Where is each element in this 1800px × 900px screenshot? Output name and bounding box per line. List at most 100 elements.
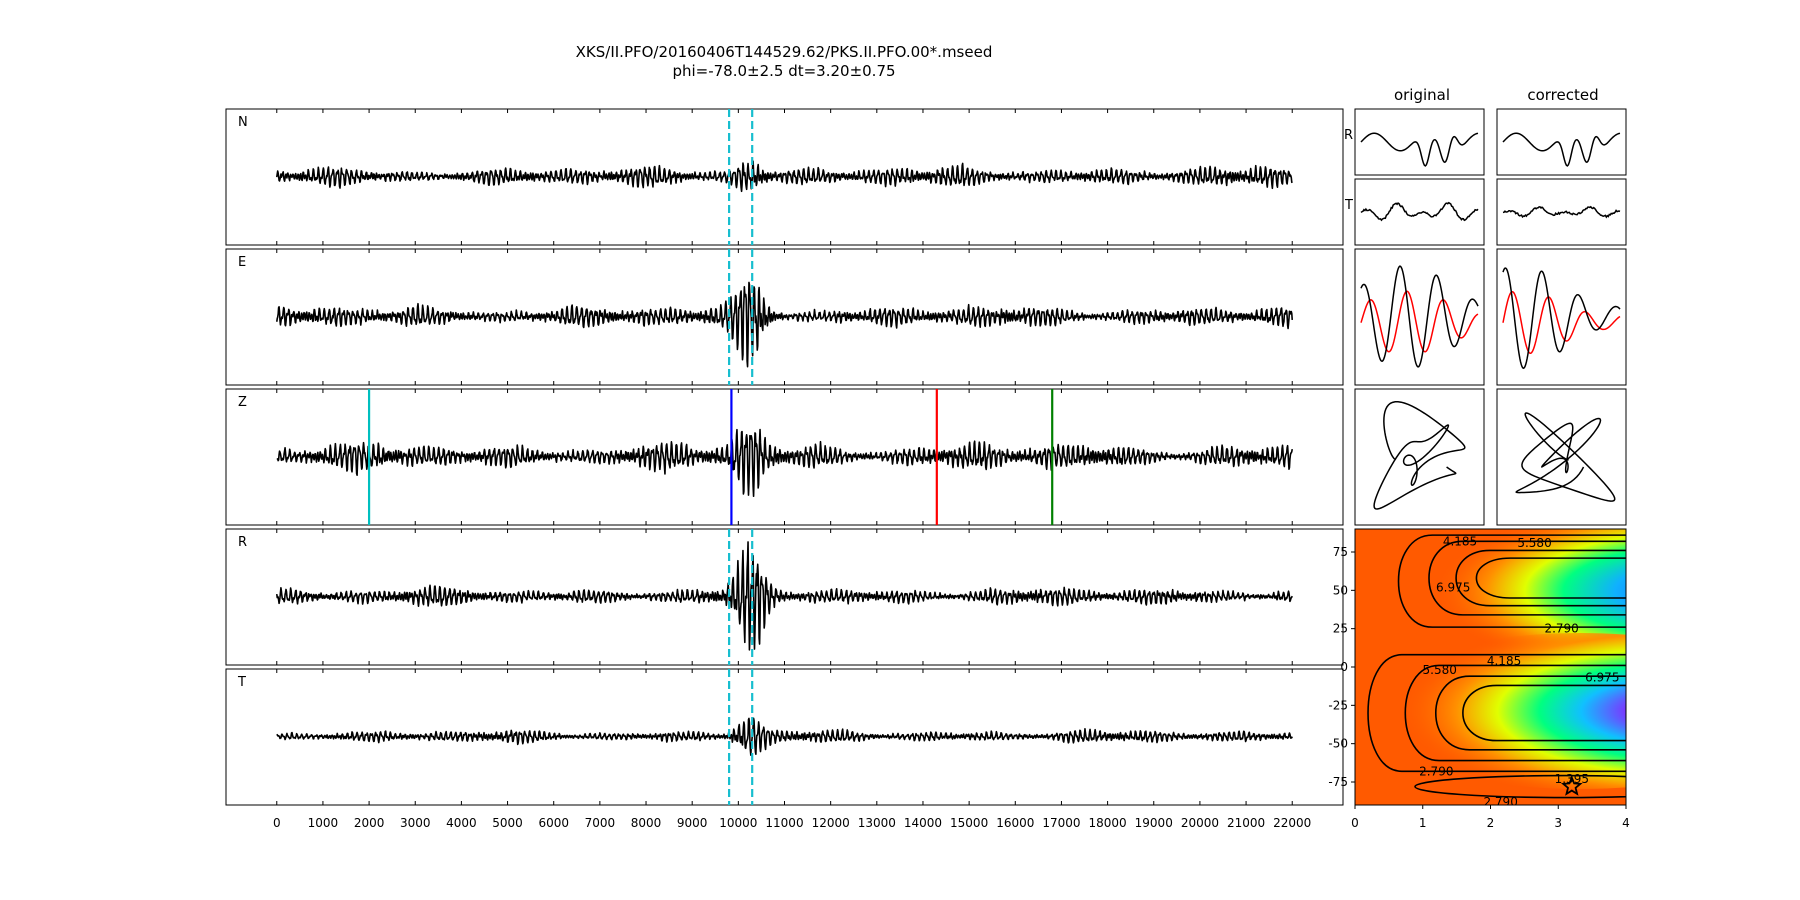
trace-panel-label: E xyxy=(238,255,246,270)
heatmap-x-tick-label: 2 xyxy=(1487,816,1495,830)
overlay-trace-black xyxy=(1502,267,1621,370)
contour-line xyxy=(1428,540,1626,616)
small-panel-frame xyxy=(1496,248,1627,386)
small-panel-frame xyxy=(1354,388,1485,526)
x-tick-label: 10000 xyxy=(719,816,757,830)
heatmap-y-tick-label: -50 xyxy=(1328,737,1348,751)
x-tick-label: 1000 xyxy=(308,816,339,830)
trace-panel-label: T xyxy=(237,675,246,690)
x-tick-label: 15000 xyxy=(950,816,988,830)
x-tick-label: 20000 xyxy=(1181,816,1219,830)
x-tick-label: 8000 xyxy=(631,816,662,830)
contour-line xyxy=(1397,534,1626,628)
particle-motion xyxy=(1515,412,1616,502)
contour-line xyxy=(1414,774,1626,799)
heatmap-x-tick-label: 1 xyxy=(1419,816,1427,830)
heatmap-y-tick-label: -75 xyxy=(1328,775,1348,789)
heatmap-contours: 4.185 5.580 6.975 2.790 4.185 5.580 6.975 2.790… xyxy=(1367,534,1626,809)
error-surface-panel: 4.185 5.580 6.975 2.790 4.185 5.580 6.975 2.790… xyxy=(1328,528,1630,830)
x-tick-label: 4000 xyxy=(446,816,477,830)
contour-label: 5.580 xyxy=(1423,663,1457,677)
x-tick-label: 18000 xyxy=(1089,816,1127,830)
small-panel-r-t-overlay-original xyxy=(1354,248,1485,386)
waveform-n xyxy=(275,160,1293,193)
trace-panel-t: T xyxy=(225,668,1344,806)
contour-line xyxy=(1475,557,1626,599)
contour-label: 2.790 xyxy=(1544,622,1578,636)
small-panel-particle-motion-original xyxy=(1354,388,1485,526)
waveform-z xyxy=(276,428,1294,498)
contour-line xyxy=(1455,549,1626,607)
small-panel-frame xyxy=(1354,178,1485,246)
contour-label: 2.790 xyxy=(1419,764,1453,778)
heatmap-y-tick-label: 50 xyxy=(1333,583,1348,597)
particle-window-panels: RT xyxy=(1344,108,1627,526)
x-tick-label: 0 xyxy=(273,816,281,830)
small-panel-t-original xyxy=(1354,178,1485,246)
x-tick-label: 2000 xyxy=(354,816,385,830)
heatmap-y-tick-label: 0 xyxy=(1340,660,1348,674)
small-panel-frame xyxy=(1496,108,1627,176)
row-label-r: R xyxy=(1344,128,1353,143)
overlay-trace-red xyxy=(1360,290,1479,353)
small-trace xyxy=(1502,132,1621,167)
x-tick-label: 17000 xyxy=(1042,816,1080,830)
x-tick-label: 11000 xyxy=(765,816,803,830)
trace-x-axis: 0 1000 2000 3000 4000 5000 6000 7000 8000 9000 100… xyxy=(273,816,1311,830)
small-panel-r-corrected xyxy=(1496,108,1627,176)
heatmap-x-tick-label: 4 xyxy=(1622,816,1630,830)
x-tick-label: 19000 xyxy=(1135,816,1173,830)
contour-label: 6.975 xyxy=(1585,671,1619,685)
heatmap-y-tick-label: 75 xyxy=(1333,545,1348,559)
contour-label: 2.790 xyxy=(1483,795,1517,809)
column-title-corrected: corrected xyxy=(1527,86,1598,104)
contour-line xyxy=(1404,664,1626,762)
x-tick-label: 6000 xyxy=(538,816,569,830)
heatmap-y-tick-label: 25 xyxy=(1333,622,1348,636)
small-panel-r-t-overlay-corrected xyxy=(1496,248,1627,386)
small-panel-frame xyxy=(1354,248,1485,386)
waveform-r xyxy=(275,541,1293,651)
heatmap-axes: 0 1 2 3 4 75 50 25 0 -25 -50 -75 xyxy=(1328,545,1629,830)
trace-panels: N E Z R T xyxy=(225,108,1344,806)
heatmap-x-tick-label: 3 xyxy=(1554,816,1562,830)
trace-panel-r: R xyxy=(225,528,1344,666)
contour-label: 6.975 xyxy=(1436,580,1470,594)
overlay-trace-black xyxy=(1360,265,1479,368)
waveform-t xyxy=(276,717,1293,756)
row-label-t: T xyxy=(1344,198,1353,213)
particle-motion xyxy=(1373,401,1466,510)
x-tick-label: 12000 xyxy=(812,816,850,830)
x-tick-label: 21000 xyxy=(1227,816,1265,830)
best-fit-marker xyxy=(1560,775,1583,796)
heatmap-y-tick-label: -25 xyxy=(1328,698,1348,712)
small-trace xyxy=(1502,205,1621,219)
trace-panel-z: Z xyxy=(225,388,1344,526)
x-tick-label: 9000 xyxy=(677,816,708,830)
x-tick-label: 22000 xyxy=(1273,816,1311,830)
x-tick-label: 13000 xyxy=(858,816,896,830)
small-panel-particle-motion-corrected xyxy=(1496,388,1627,526)
small-panel-frame xyxy=(1354,108,1485,176)
x-tick-label: 7000 xyxy=(585,816,616,830)
figure-title: XKS/II.PFO/20160406T144529.62/PKS.II.PFO… xyxy=(576,43,993,61)
contour-line xyxy=(1435,675,1626,751)
contour-line xyxy=(1462,684,1626,742)
figure-subtitle: phi=-78.0±2.5 dt=3.20±0.75 xyxy=(672,62,895,80)
x-tick-label: 5000 xyxy=(492,816,523,830)
trace-panel-frame xyxy=(225,108,1344,246)
overlay-trace-red xyxy=(1502,290,1621,354)
small-trace xyxy=(1360,201,1479,222)
x-tick-label: 3000 xyxy=(400,816,431,830)
x-tick-label: 14000 xyxy=(904,816,942,830)
small-panel-r-original xyxy=(1354,108,1485,176)
trace-panel-label: Z xyxy=(238,395,247,410)
x-tick-label: 16000 xyxy=(996,816,1034,830)
contour-label: 4.185 xyxy=(1487,654,1521,668)
small-trace xyxy=(1360,132,1479,167)
heatmap-x-tick-label: 0 xyxy=(1351,816,1359,830)
trace-panel-e: E xyxy=(225,248,1344,386)
waveform-e xyxy=(275,281,1294,368)
contour-label: 4.185 xyxy=(1443,534,1477,548)
